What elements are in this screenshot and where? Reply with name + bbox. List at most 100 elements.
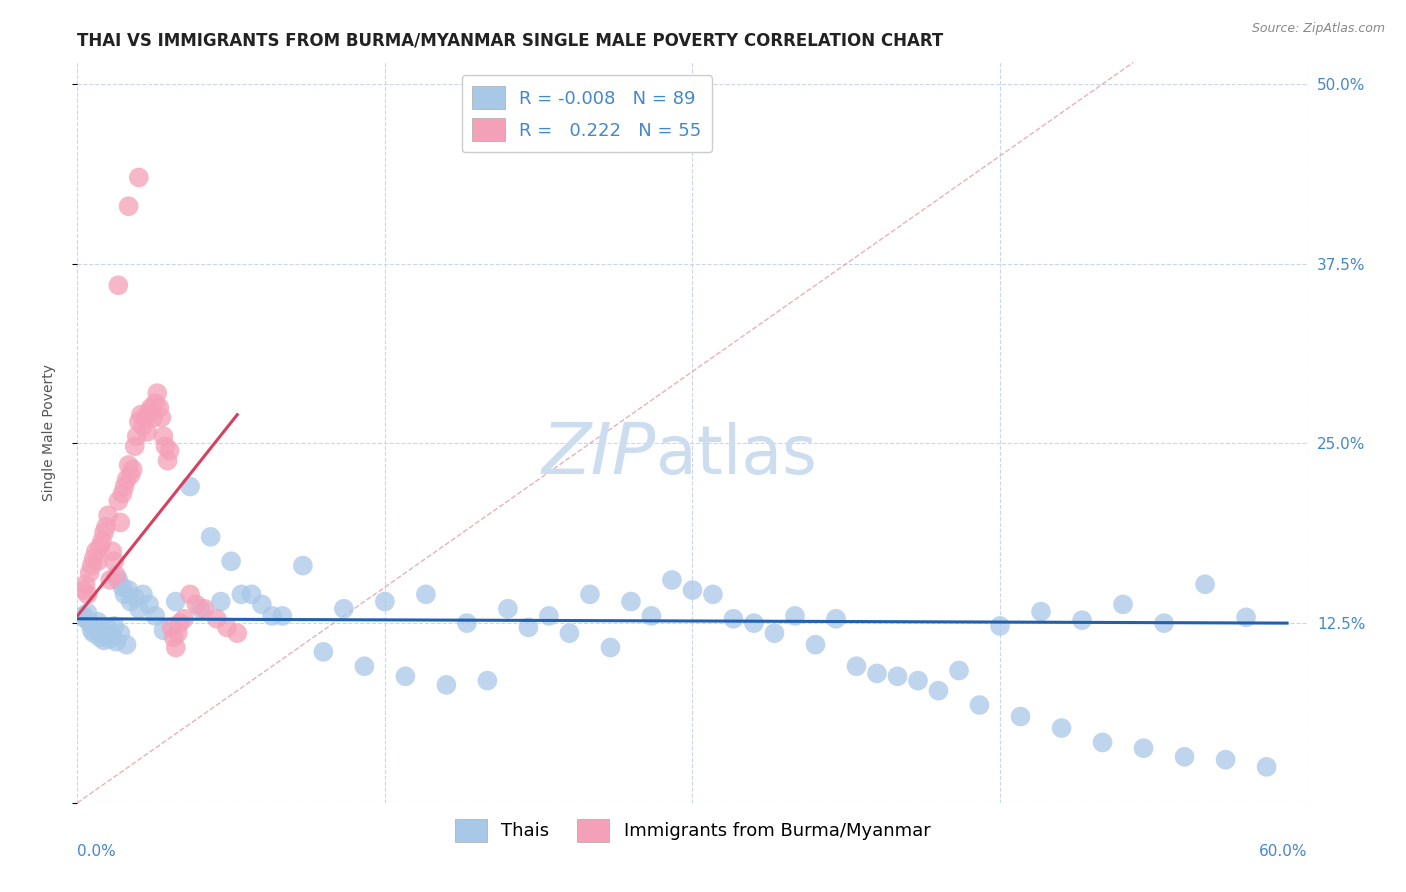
Point xyxy=(105,634,128,648)
Point xyxy=(988,619,1011,633)
Point xyxy=(107,573,129,587)
Point xyxy=(132,587,155,601)
Point xyxy=(845,659,868,673)
Point xyxy=(783,608,806,623)
Point xyxy=(353,659,375,673)
Point xyxy=(702,587,724,601)
Point xyxy=(110,626,132,640)
Point xyxy=(84,544,107,558)
Point xyxy=(79,616,101,631)
Point xyxy=(83,626,105,640)
Point xyxy=(97,508,120,523)
Point xyxy=(94,629,117,643)
Point xyxy=(1112,598,1135,612)
Point xyxy=(219,554,242,568)
Point xyxy=(143,396,166,410)
Point xyxy=(374,594,396,608)
Point xyxy=(205,612,228,626)
Point xyxy=(134,410,156,425)
Point xyxy=(155,439,177,453)
Point xyxy=(72,608,94,623)
Point xyxy=(114,479,136,493)
Point xyxy=(110,516,132,530)
Point xyxy=(76,606,98,620)
Point xyxy=(825,612,848,626)
Point xyxy=(1132,741,1154,756)
Point xyxy=(93,525,115,540)
Point xyxy=(80,558,103,573)
Y-axis label: Single Male Poverty: Single Male Poverty xyxy=(42,364,56,501)
Point xyxy=(1194,577,1216,591)
Point xyxy=(231,587,253,601)
Point xyxy=(120,468,142,483)
Point xyxy=(128,601,150,615)
Point xyxy=(143,608,166,623)
Point xyxy=(456,616,478,631)
Point xyxy=(763,626,786,640)
Point xyxy=(179,587,201,601)
Point xyxy=(250,598,273,612)
Point xyxy=(132,419,155,434)
Point xyxy=(120,594,142,608)
Point xyxy=(496,601,519,615)
Point xyxy=(101,627,124,641)
Point xyxy=(226,626,249,640)
Point xyxy=(200,530,222,544)
Legend: Thais, Immigrants from Burma/Myanmar: Thais, Immigrants from Burma/Myanmar xyxy=(447,812,938,849)
Point xyxy=(138,598,160,612)
Point xyxy=(436,678,458,692)
Point xyxy=(115,638,138,652)
Point xyxy=(579,587,602,601)
Text: Source: ZipAtlas.com: Source: ZipAtlas.com xyxy=(1251,22,1385,36)
Point xyxy=(152,624,174,638)
Point xyxy=(558,626,581,640)
Point xyxy=(804,638,827,652)
Point xyxy=(969,698,991,712)
Point xyxy=(1091,735,1114,749)
Point xyxy=(240,587,263,601)
Point xyxy=(103,619,125,633)
Point xyxy=(1029,605,1052,619)
Point xyxy=(105,568,128,582)
Point xyxy=(90,534,114,549)
Point xyxy=(166,626,188,640)
Point xyxy=(111,486,134,500)
Text: atlas: atlas xyxy=(655,422,817,488)
Point xyxy=(394,669,416,683)
Point xyxy=(159,443,181,458)
Point xyxy=(146,386,169,401)
Point xyxy=(1174,749,1197,764)
Point xyxy=(97,622,120,636)
Point xyxy=(75,577,97,591)
Point xyxy=(886,669,908,683)
Point xyxy=(262,608,284,623)
Point xyxy=(129,408,152,422)
Point xyxy=(87,554,110,568)
Point xyxy=(1256,760,1278,774)
Point xyxy=(80,624,103,638)
Point xyxy=(291,558,314,573)
Point xyxy=(661,573,683,587)
Point xyxy=(98,632,121,646)
Point xyxy=(84,620,107,634)
Point xyxy=(537,608,560,623)
Point xyxy=(101,544,124,558)
Point xyxy=(90,624,114,639)
Point xyxy=(165,640,187,655)
Point xyxy=(141,401,163,415)
Point xyxy=(107,494,129,508)
Point xyxy=(136,425,159,439)
Point xyxy=(152,429,174,443)
Point xyxy=(111,580,134,594)
Point xyxy=(193,601,215,615)
Point xyxy=(866,666,889,681)
Point xyxy=(312,645,335,659)
Point xyxy=(742,616,765,631)
Point xyxy=(188,601,212,615)
Point xyxy=(107,278,129,293)
Point xyxy=(128,170,150,185)
Point xyxy=(682,582,704,597)
Point xyxy=(83,551,105,566)
Point xyxy=(79,566,101,580)
Point xyxy=(114,587,136,601)
